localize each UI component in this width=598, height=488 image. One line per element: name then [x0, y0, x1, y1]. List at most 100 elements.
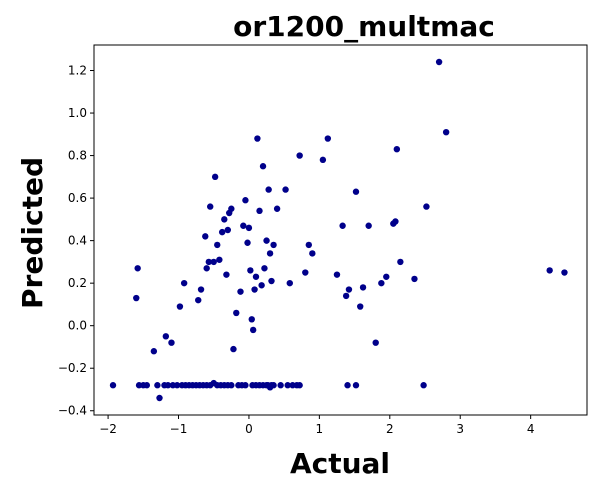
data-points	[109, 58, 568, 402]
data-point	[270, 382, 277, 389]
data-point	[168, 339, 175, 346]
data-point	[244, 239, 251, 246]
data-point	[420, 382, 427, 389]
data-point	[162, 333, 170, 340]
data-point	[392, 218, 399, 225]
data-point	[333, 271, 341, 278]
data-point	[282, 186, 289, 193]
data-point	[302, 269, 309, 276]
data-point	[180, 279, 188, 287]
data-point	[393, 146, 401, 153]
data-point	[216, 256, 223, 263]
data-point	[228, 382, 235, 389]
data-point	[143, 382, 151, 389]
data-point	[305, 241, 313, 249]
data-point	[247, 267, 254, 274]
data-point	[339, 222, 346, 229]
data-point	[252, 273, 260, 280]
data-point	[156, 394, 163, 402]
y-tick-label: 0.6	[68, 191, 87, 205]
y-tick-label: −0.4	[58, 404, 87, 418]
data-point	[423, 203, 430, 210]
y-axis-ticks: −0.4 −0.2 0.0 0.2 0.4 0.6 0.8 1.0 1.2	[58, 64, 94, 418]
data-point	[228, 205, 235, 212]
data-point	[176, 303, 184, 310]
data-point	[249, 326, 257, 334]
data-point	[205, 258, 212, 266]
data-point	[207, 203, 214, 210]
data-point	[357, 303, 364, 310]
data-point	[296, 152, 303, 159]
x-tick-label: −1	[170, 422, 188, 436]
data-point	[286, 279, 293, 287]
x-tick-label: 0	[245, 422, 253, 436]
x-tick-label: 1	[316, 422, 324, 436]
data-point	[258, 282, 265, 289]
data-point	[270, 241, 277, 249]
y-tick-label: 0.8	[68, 149, 87, 163]
data-point	[344, 382, 351, 389]
data-point	[263, 237, 270, 244]
data-point	[383, 273, 390, 280]
x-tick-label: 4	[527, 422, 535, 436]
x-tick-label: 2	[386, 422, 394, 436]
data-point	[242, 197, 249, 204]
data-point	[352, 188, 360, 195]
data-point	[372, 339, 379, 346]
data-point	[248, 316, 255, 323]
chart-title: or1200_multmac	[233, 10, 495, 43]
y-tick-label: 1.0	[68, 106, 87, 120]
data-point	[296, 382, 303, 389]
data-point	[195, 296, 202, 304]
data-point	[411, 275, 418, 283]
data-point	[109, 382, 117, 389]
data-point	[324, 135, 332, 142]
data-point	[240, 222, 247, 229]
data-point	[359, 284, 367, 291]
data-point	[352, 382, 360, 389]
x-tick-label: 3	[456, 422, 464, 436]
data-point	[164, 382, 172, 389]
y-tick-label: 1.2	[68, 64, 87, 78]
data-point	[442, 128, 450, 136]
data-point	[259, 163, 267, 170]
data-point	[237, 288, 244, 295]
data-point	[345, 286, 353, 293]
data-point	[202, 233, 209, 240]
data-point	[365, 222, 372, 229]
data-point	[223, 271, 230, 278]
data-point	[319, 156, 327, 164]
data-point	[561, 269, 568, 276]
plot-frame	[93, 44, 588, 416]
data-point	[154, 382, 161, 389]
data-point	[273, 205, 281, 212]
data-point	[233, 309, 240, 317]
data-point	[268, 277, 275, 285]
data-point	[284, 382, 291, 389]
y-tick-label: 0.0	[68, 319, 87, 333]
data-point	[546, 267, 553, 274]
data-point	[214, 241, 221, 249]
data-point	[210, 258, 217, 266]
data-point	[251, 286, 258, 293]
data-point	[218, 228, 226, 236]
data-point	[277, 382, 284, 389]
data-point	[256, 207, 263, 215]
data-point	[203, 265, 210, 272]
data-point	[242, 382, 249, 389]
data-point	[342, 292, 350, 300]
data-point	[211, 173, 219, 181]
y-tick-label: 0.4	[68, 234, 87, 248]
x-axis-label: Actual	[290, 447, 390, 480]
data-point	[173, 382, 181, 389]
data-point	[397, 258, 404, 266]
data-point	[266, 250, 274, 257]
data-point	[224, 226, 232, 234]
data-point	[230, 345, 237, 353]
y-tick-label: −0.2	[58, 361, 87, 375]
data-point	[197, 286, 205, 293]
data-point	[133, 294, 140, 302]
data-point	[435, 58, 443, 66]
y-tick-label: 0.2	[68, 276, 87, 290]
